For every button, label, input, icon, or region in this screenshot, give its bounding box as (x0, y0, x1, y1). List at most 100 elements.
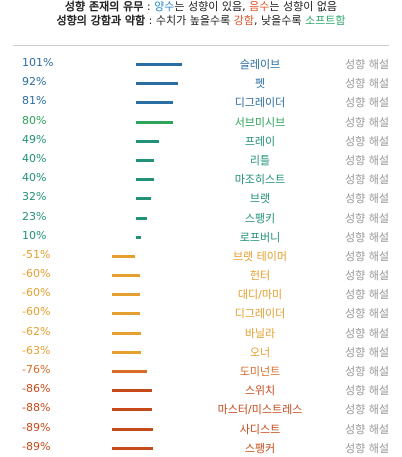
chart-row: 92% 펫 성향 해설 (0, 73, 402, 92)
value-label: -60% (22, 305, 51, 319)
header-soft-word: 소프트함 (304, 14, 346, 27)
explanation-link[interactable]: 성향 해설 (345, 230, 389, 244)
header-line-1: 성향 존재의 유무 : 양수는 성향이 있음, 음수는 성향이 없음 (0, 0, 402, 14)
bar (112, 254, 136, 258)
value-label: -89% (22, 420, 51, 434)
header-line-2-sep: : 수치가 높을수록 (145, 14, 234, 27)
value-label: 101% (22, 56, 54, 69)
explanation-link[interactable]: 성향 해설 (345, 269, 389, 283)
value-label: 32% (22, 190, 47, 204)
chart-row: 81% 디그레이더 성향 해설 (0, 92, 402, 111)
chart-row: 10% 로프버니 성향 해설 (0, 227, 402, 246)
category-label: 서브미시브 (234, 115, 286, 129)
chart-row: 40% 마조히스트 성향 해설 (0, 169, 402, 188)
value-label: 80% (22, 113, 47, 127)
category-label: 마스터/미스트레스 (217, 403, 303, 417)
chart-row: 80% 서브미시브 성향 해설 (0, 112, 402, 131)
explanation-link[interactable]: 성향 해설 (345, 441, 389, 455)
explanation-link[interactable]: 성향 해설 (345, 288, 389, 302)
category-label: 브랫 (249, 192, 271, 206)
explanation-link[interactable]: 성향 해설 (345, 403, 389, 417)
category-label: 오너 (249, 345, 271, 359)
value-label: -60% (22, 286, 51, 300)
bar (136, 101, 174, 105)
bar (112, 427, 153, 431)
bar (112, 331, 141, 335)
header-divider (13, 45, 389, 46)
explanation-link[interactable]: 성향 해설 (345, 192, 389, 206)
header-line-2-bold: 성향의 강함과 약함 (56, 14, 146, 27)
header-line-2: 성향의 강함과 약함 : 수치가 높을수록 강함, 낮을수록 소프트함 (0, 14, 402, 28)
explanation-link[interactable]: 성향 해설 (345, 134, 389, 148)
category-label: 디그레이더 (234, 307, 286, 321)
category-label: 도미넌트 (239, 365, 281, 378)
bar (136, 178, 155, 182)
category-label: 바닐라 (244, 326, 276, 340)
category-label: 펫 (254, 77, 266, 91)
bar (112, 446, 153, 450)
value-label: 10% (22, 228, 47, 242)
bar (112, 312, 140, 316)
explanation-link[interactable]: 성향 해설 (345, 115, 389, 129)
explanation-link[interactable]: 성향 해설 (345, 249, 389, 263)
explanation-link[interactable]: 성향 해설 (345, 384, 389, 398)
bar (112, 274, 140, 278)
chart-row: -60% 디그레이더 성향 해설 (0, 303, 402, 322)
bar (136, 197, 151, 201)
value-label: 23% (22, 209, 47, 223)
category-label: 리틀 (249, 153, 271, 167)
explanation-link[interactable]: 성향 해설 (345, 345, 389, 359)
chart-row: -60% 헌터 성향 해설 (0, 265, 402, 284)
category-label: 사디스트 (239, 422, 281, 436)
chart-row: 40% 리틀 성향 해설 (0, 150, 402, 169)
category-label: 스팽키 (244, 211, 276, 225)
chart-row: -89% 사디스트 성향 해설 (0, 419, 402, 438)
chart-row: 49% 프레이 성향 해설 (0, 131, 402, 150)
category-label: 슬레이브 (239, 58, 281, 71)
value-label: 49% (22, 132, 47, 146)
category-label: 마조히스트 (234, 173, 286, 187)
explanation-link[interactable]: 성향 해설 (345, 173, 389, 187)
header-negative-word: 음수 (249, 0, 270, 13)
explanation-link[interactable]: 성향 해설 (345, 326, 389, 340)
value-label: 81% (22, 94, 47, 108)
bar (136, 120, 173, 124)
category-label: 디그레이더 (234, 96, 286, 110)
chart-row: -63% 오너 성향 해설 (0, 342, 402, 361)
chart-row: -88% 마스터/미스트레스 성향 해설 (0, 399, 402, 418)
bar (112, 389, 152, 393)
tendency-chart: 101% 슬레이브 성향 해설 92% 펫 성향 해설 81% 디그레이더 성향 해설 80% 서브… (0, 54, 402, 457)
chart-row: -51% 브랫 테이머 성향 해설 (0, 246, 402, 265)
chart-row: -89% 스팽커 성향 해설 (0, 438, 402, 457)
category-label: 헌터 (249, 269, 271, 283)
chart-row: 32% 브랫 성향 해설 (0, 188, 402, 207)
category-label: 대디/마미 (237, 288, 283, 302)
explanation-link[interactable]: 성향 해설 (345, 365, 389, 378)
category-label: 스위치 (244, 384, 276, 398)
explanation-link[interactable]: 성향 해설 (345, 77, 389, 91)
bar (112, 350, 141, 354)
value-label: 92% (22, 75, 47, 89)
explanation-link[interactable]: 성향 해설 (345, 307, 389, 321)
header-line-1-end: 는 성향이 없음 (269, 0, 338, 13)
explanation-link[interactable]: 성향 해설 (345, 96, 389, 110)
chart-row: -76% 도미넌트 성향 해설 (0, 361, 402, 380)
bar (136, 235, 141, 239)
bar (136, 158, 155, 162)
header-positive-word: 양수 (154, 0, 175, 13)
value-label: -76% (22, 363, 51, 376)
category-label: 스팽커 (244, 441, 276, 455)
chart-row: -60% 대디/마미 성향 해설 (0, 284, 402, 303)
value-label: -60% (22, 267, 51, 281)
explanation-link[interactable]: 성향 해설 (345, 58, 389, 71)
explanation-link[interactable]: 성향 해설 (345, 153, 389, 167)
explanation-link[interactable]: 성향 해설 (345, 211, 389, 225)
explanation-link[interactable]: 성향 해설 (345, 422, 389, 436)
bar (136, 82, 179, 86)
header-line-1-bold: 성향 존재의 유무 (64, 0, 144, 13)
bar (112, 370, 147, 373)
bar (112, 408, 153, 412)
value-label: -88% (22, 401, 51, 415)
category-label: 프레이 (244, 134, 276, 148)
header-line-2-mid: , 낮을수록 (253, 14, 305, 27)
